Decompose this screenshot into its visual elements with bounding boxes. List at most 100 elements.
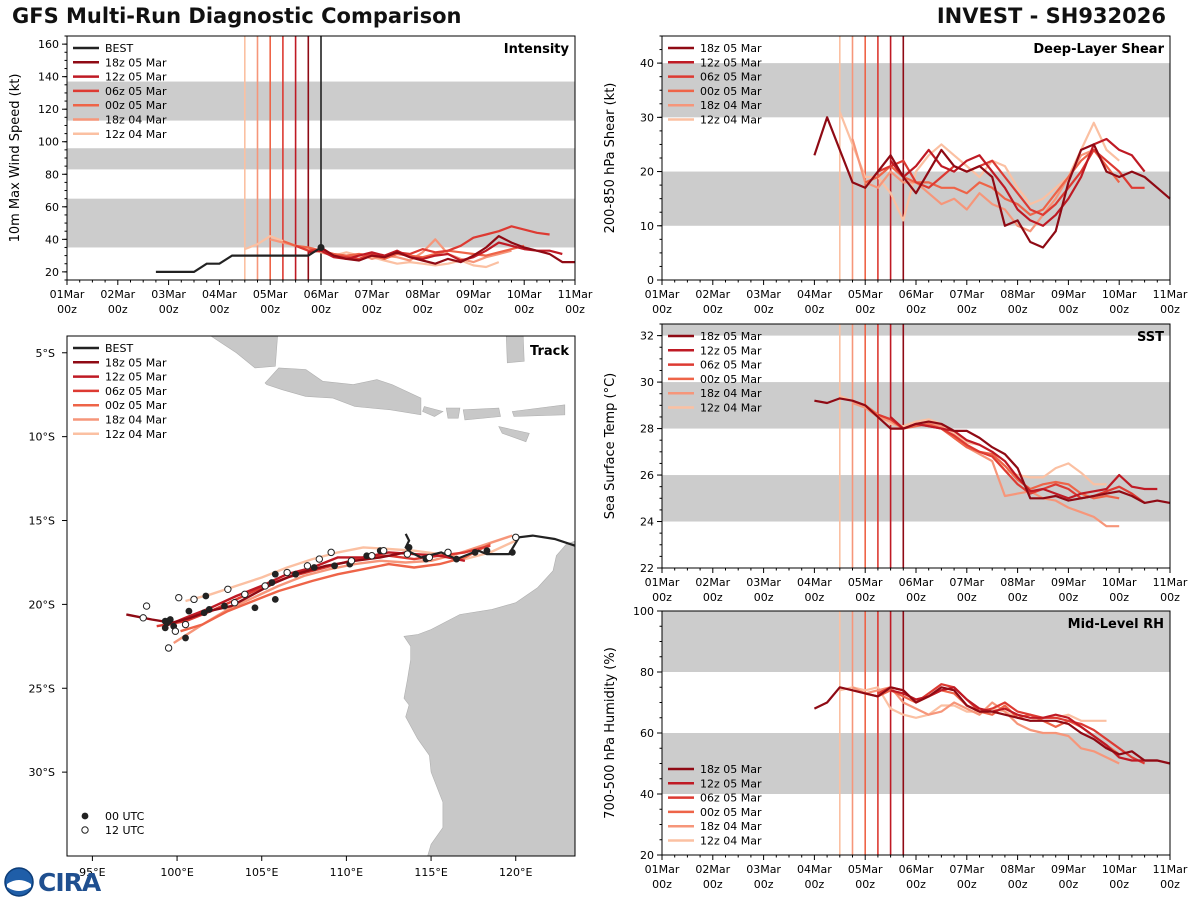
intensity-xtick-sublabel: 00z (210, 303, 230, 316)
track-point-12utc (315, 555, 324, 563)
rh-xtick-sublabel: 00z (1109, 878, 1129, 891)
australia-landmass (403, 540, 575, 856)
track-point-12utc (230, 599, 239, 607)
shear-threshold-band (662, 63, 1170, 118)
track-point-12utc (171, 627, 180, 635)
track-series-line (180, 542, 491, 633)
intensity-best-point (317, 243, 325, 251)
intensity-xtick-sublabel: 00z (311, 303, 331, 316)
track-legend-label: 18z 04 Mar (105, 414, 167, 427)
intensity-xtick-label: 11Mar (558, 288, 593, 301)
track-legend-label: 00z 05 Mar (105, 399, 167, 412)
track-xtick-label: 95°E (79, 866, 105, 879)
track-point-12utc (347, 557, 356, 565)
rh-xtick-label: 03Mar (746, 863, 781, 876)
intensity-xtick-sublabel: 00z (159, 303, 179, 316)
shear-xtick-sublabel: 00z (1059, 303, 1079, 316)
sst-xtick-label: 11Mar (1153, 576, 1188, 589)
rh-legend-label: 12z 04 Mar (700, 835, 762, 848)
shear-legend-label: 18z 05 Mar (700, 42, 762, 55)
flores-island (511, 404, 566, 417)
rh-panel: 20 40 60 80 100 01Mar 00z 02Mar 00z 03Mar 00z 04Mar… (603, 605, 1188, 891)
sst-legend-label: 18z 04 Mar (700, 387, 762, 400)
sst-xtick-sublabel: 00z (703, 591, 723, 604)
rh-xtick-sublabel: 00z (957, 878, 977, 891)
rh-threshold-band (662, 611, 1170, 672)
intensity-xtick-label: 06Mar (304, 288, 339, 301)
track-point-12utc (261, 582, 269, 590)
rh-xtick-label: 07Mar (949, 863, 984, 876)
track-point-12utc (139, 614, 147, 622)
shear-xtick-label: 08Mar (1000, 288, 1035, 301)
track-point-00utc (202, 592, 210, 600)
shear-ytick-label: 0 (647, 274, 654, 287)
track-point-00utc (453, 555, 460, 563)
sst-ytick-label: 30 (640, 376, 654, 389)
sst-xtick-label: 07Mar (949, 576, 984, 589)
shear-xtick-label: 09Mar (1051, 288, 1086, 301)
intensity-xtick-label: 08Mar (405, 288, 440, 301)
track-xtick-label: 115°E (414, 866, 447, 879)
track-point-12utc (224, 585, 232, 593)
sst-xtick-label: 08Mar (1000, 576, 1035, 589)
sst-ytick-label: 24 (640, 516, 654, 529)
java-island (264, 367, 422, 416)
track-legend-00utc-marker (81, 812, 89, 820)
track-point-00utc (165, 617, 173, 625)
rh-ytick-label: 20 (640, 849, 654, 862)
track-ytick-label: 5°S (36, 347, 55, 360)
intensity-legend-label: 18z 05 Mar (105, 56, 167, 69)
track-panel: 95°E 100°E 105°E 110°E 115°E 120°E 5°S 10°S 15°S… (29, 335, 576, 879)
track-ytick-label: 15°S (29, 515, 55, 528)
track-point-12utc (403, 550, 412, 558)
rh-xtick-label: 01Mar (645, 863, 680, 876)
intensity-xtick-label: 10Mar (507, 288, 542, 301)
shear-xtick-label: 02Mar (695, 288, 730, 301)
sst-legend-label: 12z 05 Mar (700, 344, 762, 357)
intensity-ytick-label: 40 (45, 233, 59, 246)
shear-xtick-label: 03Mar (746, 288, 781, 301)
shear-xtick-sublabel: 00z (652, 303, 672, 316)
rh-threshold-band (662, 733, 1170, 794)
sst-ytick-label: 22 (640, 562, 654, 575)
rh-xtick-label: 04Mar (797, 863, 832, 876)
shear-xtick-sublabel: 00z (754, 303, 774, 316)
figure-title: GFS Multi-Run Diagnostic Comparison (12, 4, 462, 28)
track-point-00utc (271, 595, 279, 603)
sst-xtick-label: 03Mar (746, 576, 781, 589)
shear-xtick-label: 10Mar (1102, 288, 1137, 301)
shear-ylabel: 200-850 hPa Shear (kt) (603, 83, 618, 234)
shear-threshold-band (662, 171, 1170, 226)
intensity-xtick-label: 09Mar (456, 288, 491, 301)
sst-xtick-label: 09Mar (1051, 576, 1086, 589)
intensity-ylabel: 10m Max Wind Speed (kt) (8, 74, 23, 243)
intensity-ytick-label: 20 (45, 266, 59, 279)
sst-ytick-label: 32 (640, 330, 654, 343)
track-point-00utc (182, 634, 189, 642)
shear-series-line (877, 148, 1145, 216)
shear-xtick-sublabel: 00z (805, 303, 825, 316)
intensity-xtick-label: 02Mar (100, 288, 135, 301)
intensity-series-line (320, 235, 575, 265)
track-layer (126, 533, 575, 652)
intensity-xtick-sublabel: 00z (413, 303, 433, 316)
sst-xtick-label: 06Mar (899, 576, 934, 589)
cira-logo-text: CIRA (38, 867, 101, 897)
sst-panel: 22 24 26 28 30 32 01Mar 00z 02Mar 00z 03Mar 00z 04Ma… (603, 323, 1188, 604)
track-point-12utc (181, 620, 190, 629)
sst-ytick-label: 26 (640, 469, 654, 482)
shear-series-line (889, 137, 1146, 227)
track-point-00utc (331, 562, 338, 570)
sst-xtick-sublabel: 00z (1160, 591, 1180, 604)
rh-series-line (813, 686, 1171, 765)
rh-xtick-sublabel: 00z (855, 878, 875, 891)
rh-xtick-sublabel: 00z (906, 878, 926, 891)
shear-xtick-label: 06Mar (899, 288, 934, 301)
intensity-xtick-sublabel: 00z (565, 303, 585, 316)
intensity-xtick-sublabel: 00z (57, 303, 77, 316)
shear-xtick-label: 01Mar (645, 288, 680, 301)
shear-ytick-label: 40 (640, 57, 654, 70)
rh-xtick-label: 10Mar (1102, 863, 1137, 876)
shear-panel-title: Deep-Layer Shear (1033, 42, 1164, 57)
sst-ylabel: Sea Surface Temp (°C) (603, 373, 618, 520)
